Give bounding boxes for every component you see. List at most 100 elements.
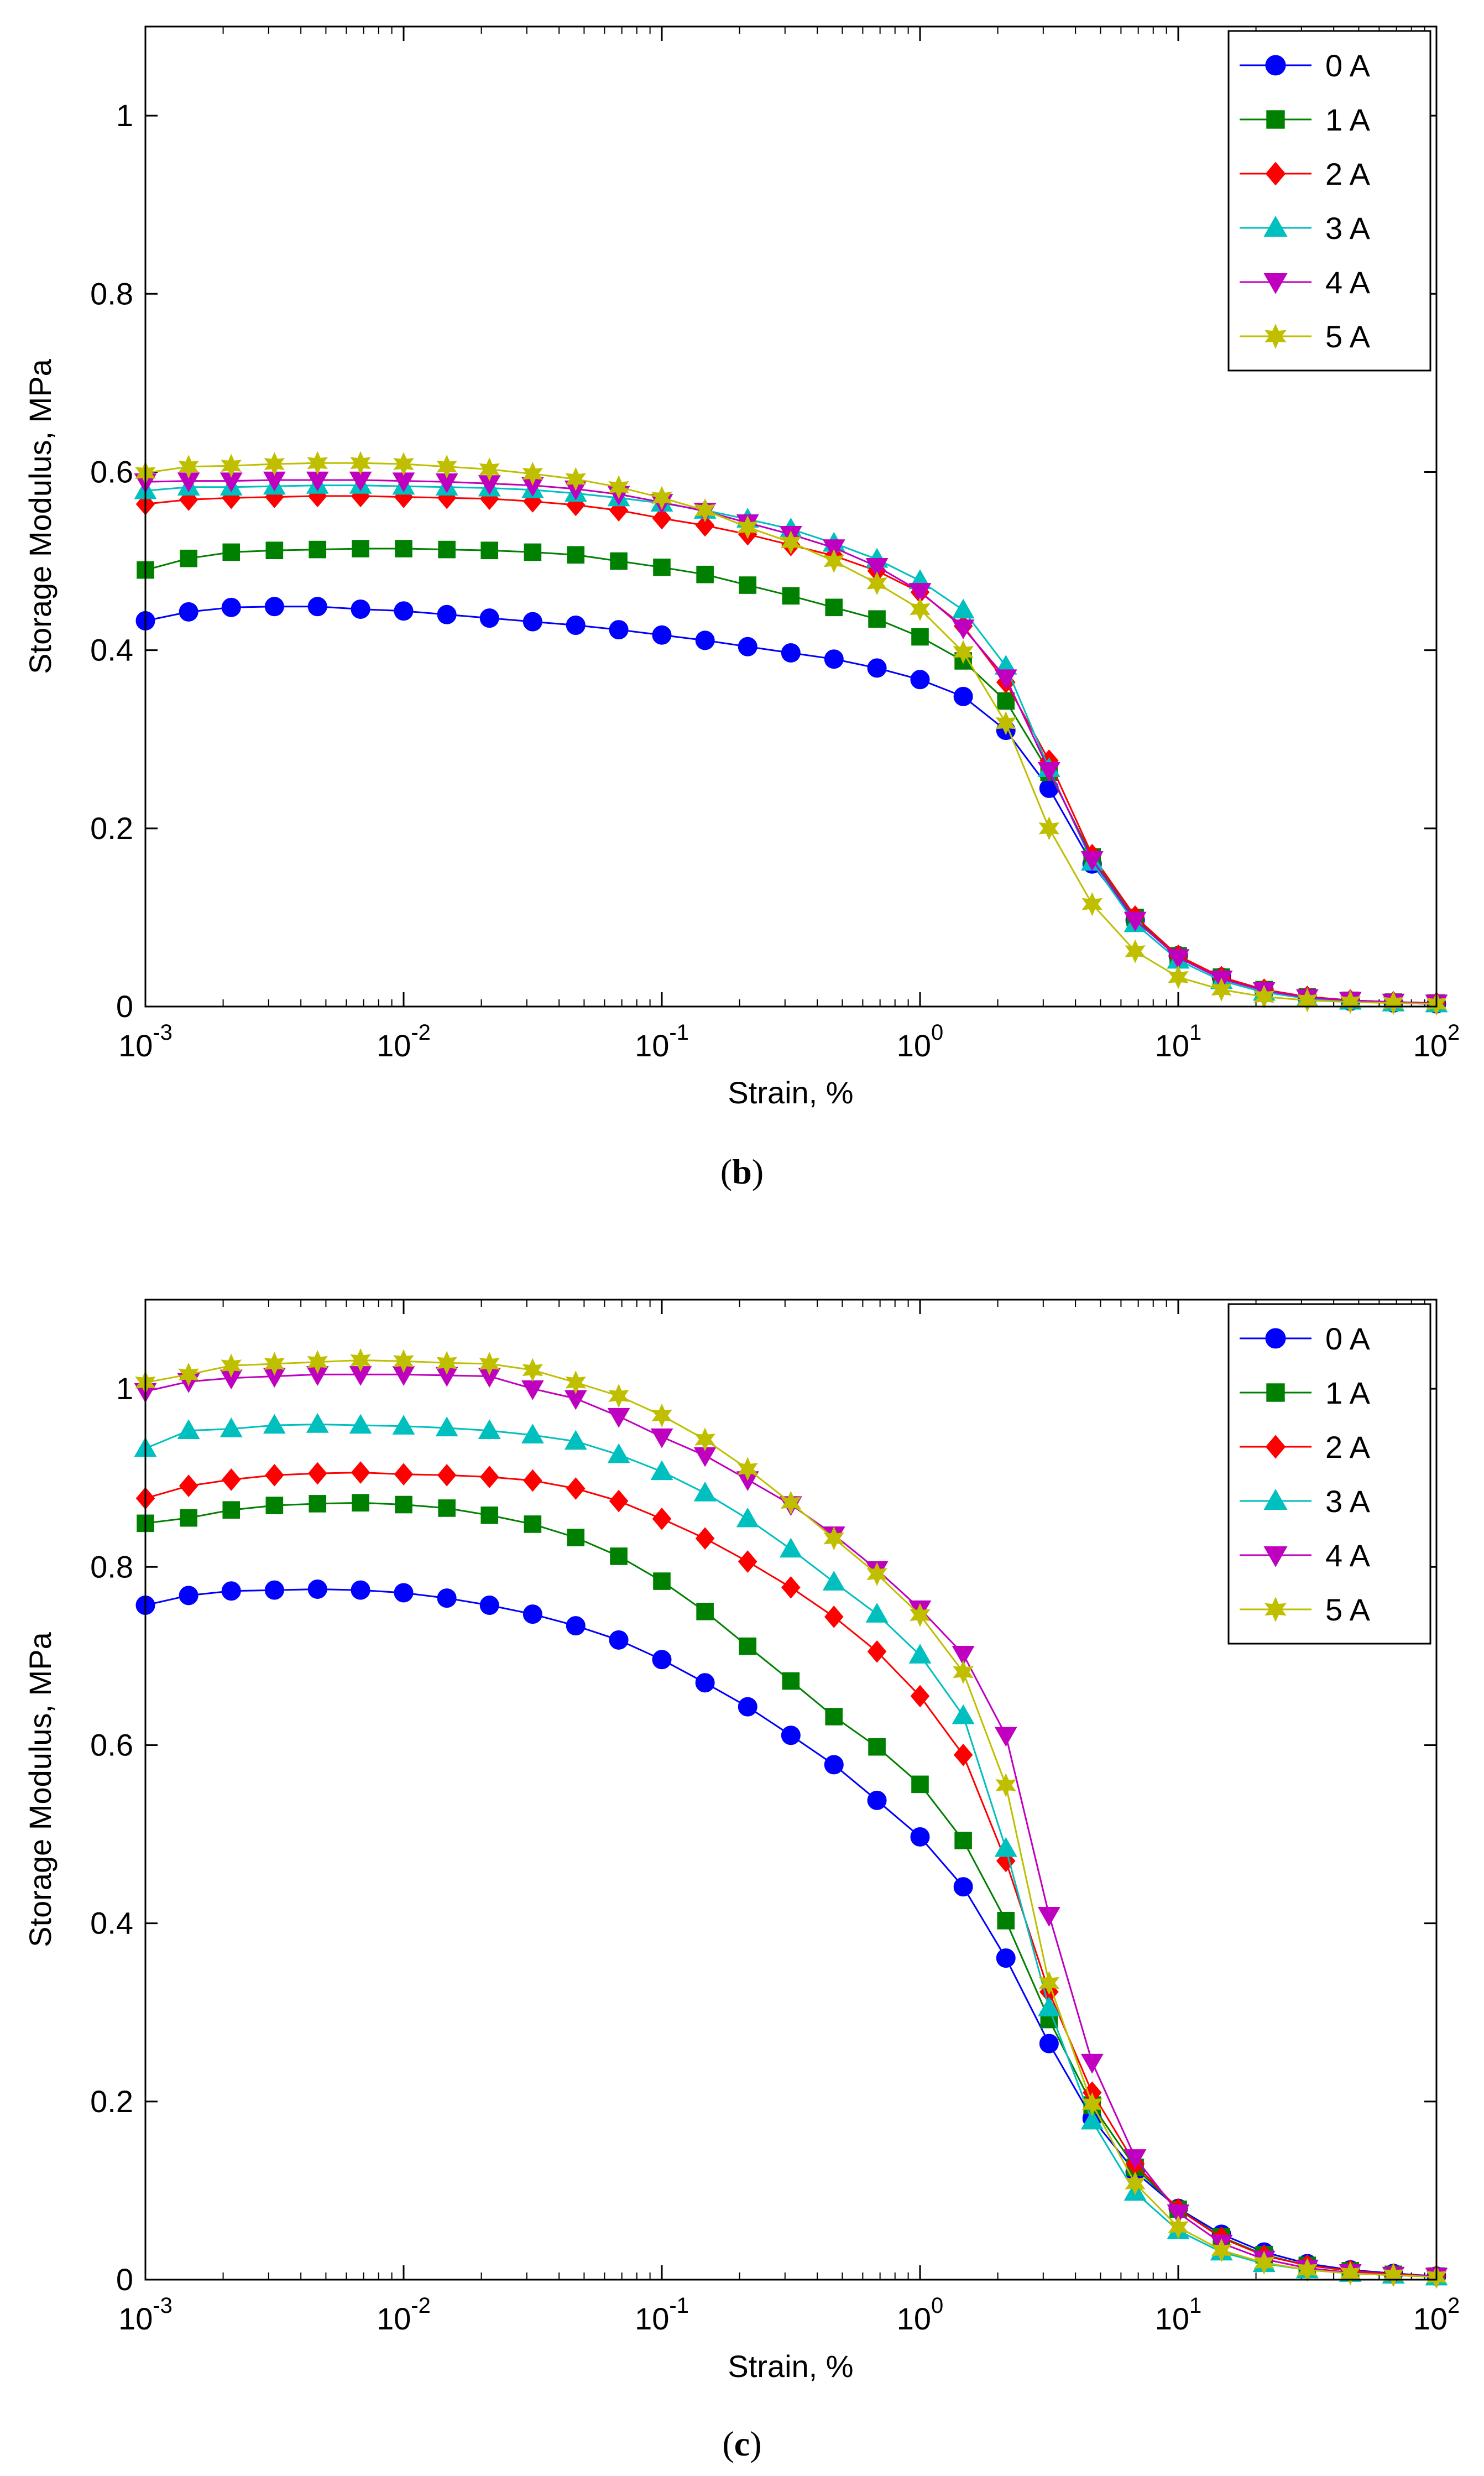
data-point: [738, 1697, 757, 1717]
data-point: [609, 620, 629, 640]
x-tick-label: 10-2: [377, 2293, 431, 2336]
data-point: [651, 486, 672, 510]
data-point: [996, 1948, 1016, 1968]
data-point: [694, 498, 715, 523]
x-tick-label: 102: [1413, 2293, 1460, 2336]
data-point: [696, 565, 714, 583]
data-point: [997, 1912, 1015, 1930]
data-point: [1038, 1971, 1060, 1995]
legend-marker: [1265, 161, 1286, 186]
data-point: [436, 455, 457, 479]
data-point: [565, 1370, 586, 1395]
data-point: [1383, 2263, 1404, 2287]
x-tick-base: 10: [1155, 2301, 1189, 2336]
data-point: [781, 1726, 801, 1745]
x-tick-exponent: -1: [669, 1020, 689, 1045]
y-axis-label: Storage Modulus, MPa: [23, 1631, 58, 1947]
data-point: [524, 543, 542, 561]
y-tick-label: 0.8: [90, 276, 133, 311]
data-point: [1383, 991, 1404, 1015]
x-tick-base: 10: [377, 1028, 411, 1063]
legend-marker: [1263, 216, 1288, 237]
plot-area-frame: [144, 1299, 1438, 2281]
data-point: [522, 612, 542, 632]
x-tick-base: 10: [635, 1028, 669, 1063]
data-point: [652, 507, 672, 530]
data-point: [352, 1494, 369, 1512]
data-point: [737, 1457, 758, 1481]
legend-marker: [1265, 55, 1286, 76]
data-point: [523, 1469, 542, 1492]
data-point: [307, 451, 328, 475]
data-point: [994, 669, 1017, 690]
data-point: [180, 549, 197, 567]
legend-marker: [1266, 1383, 1285, 1402]
x-tick-base: 10: [1413, 2301, 1448, 2336]
data-point: [522, 1604, 542, 1624]
data-point: [953, 1660, 974, 1685]
data-point: [479, 1466, 499, 1488]
data-point: [309, 540, 327, 559]
x-axis-label: Strain, %: [728, 2349, 853, 2384]
data-point: [351, 1580, 370, 1600]
data-point: [567, 546, 585, 564]
data-point: [478, 1419, 501, 1439]
data-point: [952, 1704, 975, 1724]
panel-caption-letter: b: [732, 1152, 752, 1191]
x-tick-exponent: 0: [931, 1020, 943, 1045]
y-tick-label: 0: [116, 2262, 133, 2297]
data-point: [220, 1417, 243, 1437]
data-point: [910, 597, 931, 622]
x-tick-label: 10-3: [118, 2293, 173, 2336]
x-tick-label: 10-3: [118, 1020, 173, 1063]
legend-label: 0 A: [1325, 48, 1371, 83]
data-point: [952, 1645, 975, 1666]
data-point: [866, 571, 887, 596]
data-point: [221, 597, 241, 617]
data-point: [910, 1603, 931, 1627]
plot-area-frame: [144, 25, 1438, 1008]
data-point: [479, 457, 500, 482]
data-point: [479, 1596, 499, 1615]
data-point: [779, 1537, 802, 1558]
data-point: [693, 1482, 717, 1502]
legend-label: 3 A: [1325, 1484, 1371, 1519]
data-point: [1080, 2053, 1104, 2074]
data-point: [607, 1443, 630, 1463]
data-point: [394, 601, 414, 621]
data-point: [953, 1743, 973, 1766]
data-point: [307, 1462, 327, 1485]
data-point: [997, 692, 1015, 710]
data-point: [780, 1490, 802, 1515]
data-point: [911, 1775, 929, 1794]
data-point: [782, 587, 800, 605]
data-point: [610, 552, 628, 570]
data-point: [695, 1527, 715, 1550]
data-point: [1168, 965, 1189, 989]
data-point: [395, 540, 412, 557]
data-point: [994, 1837, 1017, 1857]
x-tick-label: 102: [1413, 1020, 1460, 1063]
data-point: [394, 1583, 414, 1603]
x-tick-exponent: 2: [1448, 1020, 1460, 1045]
data-point: [1037, 762, 1060, 782]
y-axis-label: Storage Modulus, MPa: [23, 358, 58, 674]
data-point: [179, 1586, 198, 1606]
data-point: [823, 549, 844, 574]
data-point: [309, 1495, 327, 1513]
data-point: [521, 1424, 544, 1444]
x-tick-base: 10: [118, 2301, 153, 2336]
data-point: [566, 616, 586, 635]
x-tick-exponent: -2: [411, 2293, 431, 2318]
legend-marker: [1263, 1546, 1288, 1567]
data-point: [480, 1507, 499, 1524]
data-point: [565, 467, 586, 491]
legend-marker: [1263, 273, 1288, 294]
data-point: [868, 1738, 886, 1756]
data-point: [180, 1509, 197, 1527]
legend-box: [1227, 1303, 1431, 1645]
data-point: [307, 1580, 327, 1599]
data-point: [653, 1572, 671, 1590]
data-point: [908, 583, 932, 603]
data-point: [436, 1351, 457, 1375]
